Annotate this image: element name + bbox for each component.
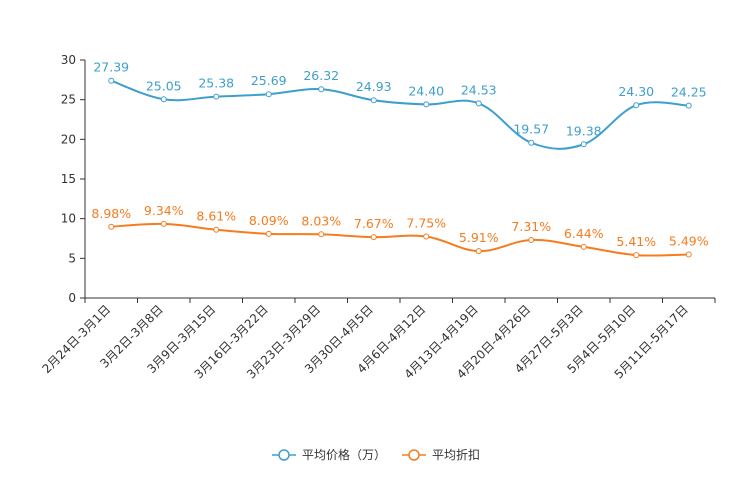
y-tick-label: 10 bbox=[61, 212, 76, 226]
data-label: 25.05 bbox=[146, 78, 182, 93]
data-label: 24.93 bbox=[356, 79, 392, 94]
data-point[interactable] bbox=[685, 251, 692, 258]
y-tick-label: 25 bbox=[61, 93, 76, 107]
data-point[interactable] bbox=[475, 100, 482, 107]
y-tick-label: 20 bbox=[61, 132, 76, 146]
data-point[interactable] bbox=[160, 220, 167, 227]
data-label: 5.49% bbox=[669, 233, 709, 248]
data-label: 8.09% bbox=[249, 213, 289, 228]
legend-label: 平均折扣 bbox=[432, 447, 480, 462]
legend[interactable]: 平均价格（万） 平均折扣 bbox=[272, 447, 480, 462]
data-label: 9.34% bbox=[144, 203, 184, 218]
data-point[interactable] bbox=[423, 233, 430, 240]
series-line bbox=[110, 79, 689, 150]
data-label: 27.39 bbox=[93, 60, 129, 75]
data-label: 24.53 bbox=[461, 82, 497, 97]
y-tick-label: 30 bbox=[61, 53, 76, 67]
data-point[interactable] bbox=[528, 139, 535, 146]
data-point[interactable] bbox=[370, 234, 377, 241]
data-point[interactable] bbox=[160, 96, 167, 103]
data-point[interactable] bbox=[580, 141, 587, 148]
data-label: 7.75% bbox=[406, 216, 446, 231]
data-label: 19.57 bbox=[513, 122, 549, 137]
data-point[interactable] bbox=[528, 237, 535, 244]
data-point[interactable] bbox=[318, 86, 325, 93]
data-point[interactable] bbox=[213, 93, 220, 100]
data-label: 24.40 bbox=[408, 83, 444, 98]
y-tick-label: 15 bbox=[61, 172, 76, 186]
data-point[interactable] bbox=[685, 102, 692, 109]
data-label: 5.41% bbox=[616, 234, 656, 249]
y-tick-label: 5 bbox=[68, 251, 76, 265]
legend-label: 平均价格（万） bbox=[302, 447, 386, 462]
data-label: 6.44% bbox=[564, 226, 604, 241]
data-label: 24.30 bbox=[618, 84, 654, 99]
data-point[interactable] bbox=[633, 252, 640, 259]
series-layer: 27.39 25.05 25.38 25.69 26.32 24.93 24.40 24.53… bbox=[91, 60, 709, 259]
data-point[interactable] bbox=[580, 243, 587, 250]
data-point[interactable] bbox=[423, 101, 430, 108]
data-label: 7.67% bbox=[354, 216, 394, 231]
data-label: 25.38 bbox=[198, 76, 234, 91]
data-point[interactable] bbox=[265, 230, 272, 237]
data-label: 19.38 bbox=[566, 123, 602, 138]
data-point[interactable] bbox=[370, 97, 377, 104]
series-1: 27.39 25.05 25.38 25.69 26.32 24.93 24.40 24.53… bbox=[93, 60, 707, 150]
legend-marker-icon bbox=[408, 449, 420, 461]
data-label: 25.69 bbox=[251, 73, 287, 88]
data-label: 8.98% bbox=[91, 206, 131, 221]
data-point[interactable] bbox=[318, 231, 325, 238]
data-point[interactable] bbox=[633, 102, 640, 109]
legend-item-2[interactable]: 平均折扣 bbox=[402, 447, 480, 462]
data-point[interactable] bbox=[108, 223, 115, 230]
data-point[interactable] bbox=[108, 77, 115, 84]
data-label: 5.91% bbox=[459, 230, 499, 245]
legend-marker-icon bbox=[278, 449, 290, 461]
y-tick-label: 0 bbox=[68, 291, 76, 305]
data-label: 7.31% bbox=[511, 219, 551, 234]
data-point[interactable] bbox=[475, 248, 482, 255]
series-2: 8.98% 9.34% 8.61% 8.09% 8.03% 7.67% 7.75% 5.91%… bbox=[91, 203, 709, 259]
data-point[interactable] bbox=[213, 226, 220, 233]
data-label: 26.32 bbox=[303, 68, 339, 83]
data-label: 8.03% bbox=[301, 213, 341, 228]
series-line bbox=[111, 222, 689, 257]
data-label: 8.61% bbox=[196, 209, 236, 224]
data-point[interactable] bbox=[265, 91, 272, 98]
data-label: 24.25 bbox=[671, 85, 707, 100]
legend-item-1[interactable]: 平均价格（万） bbox=[272, 447, 386, 462]
